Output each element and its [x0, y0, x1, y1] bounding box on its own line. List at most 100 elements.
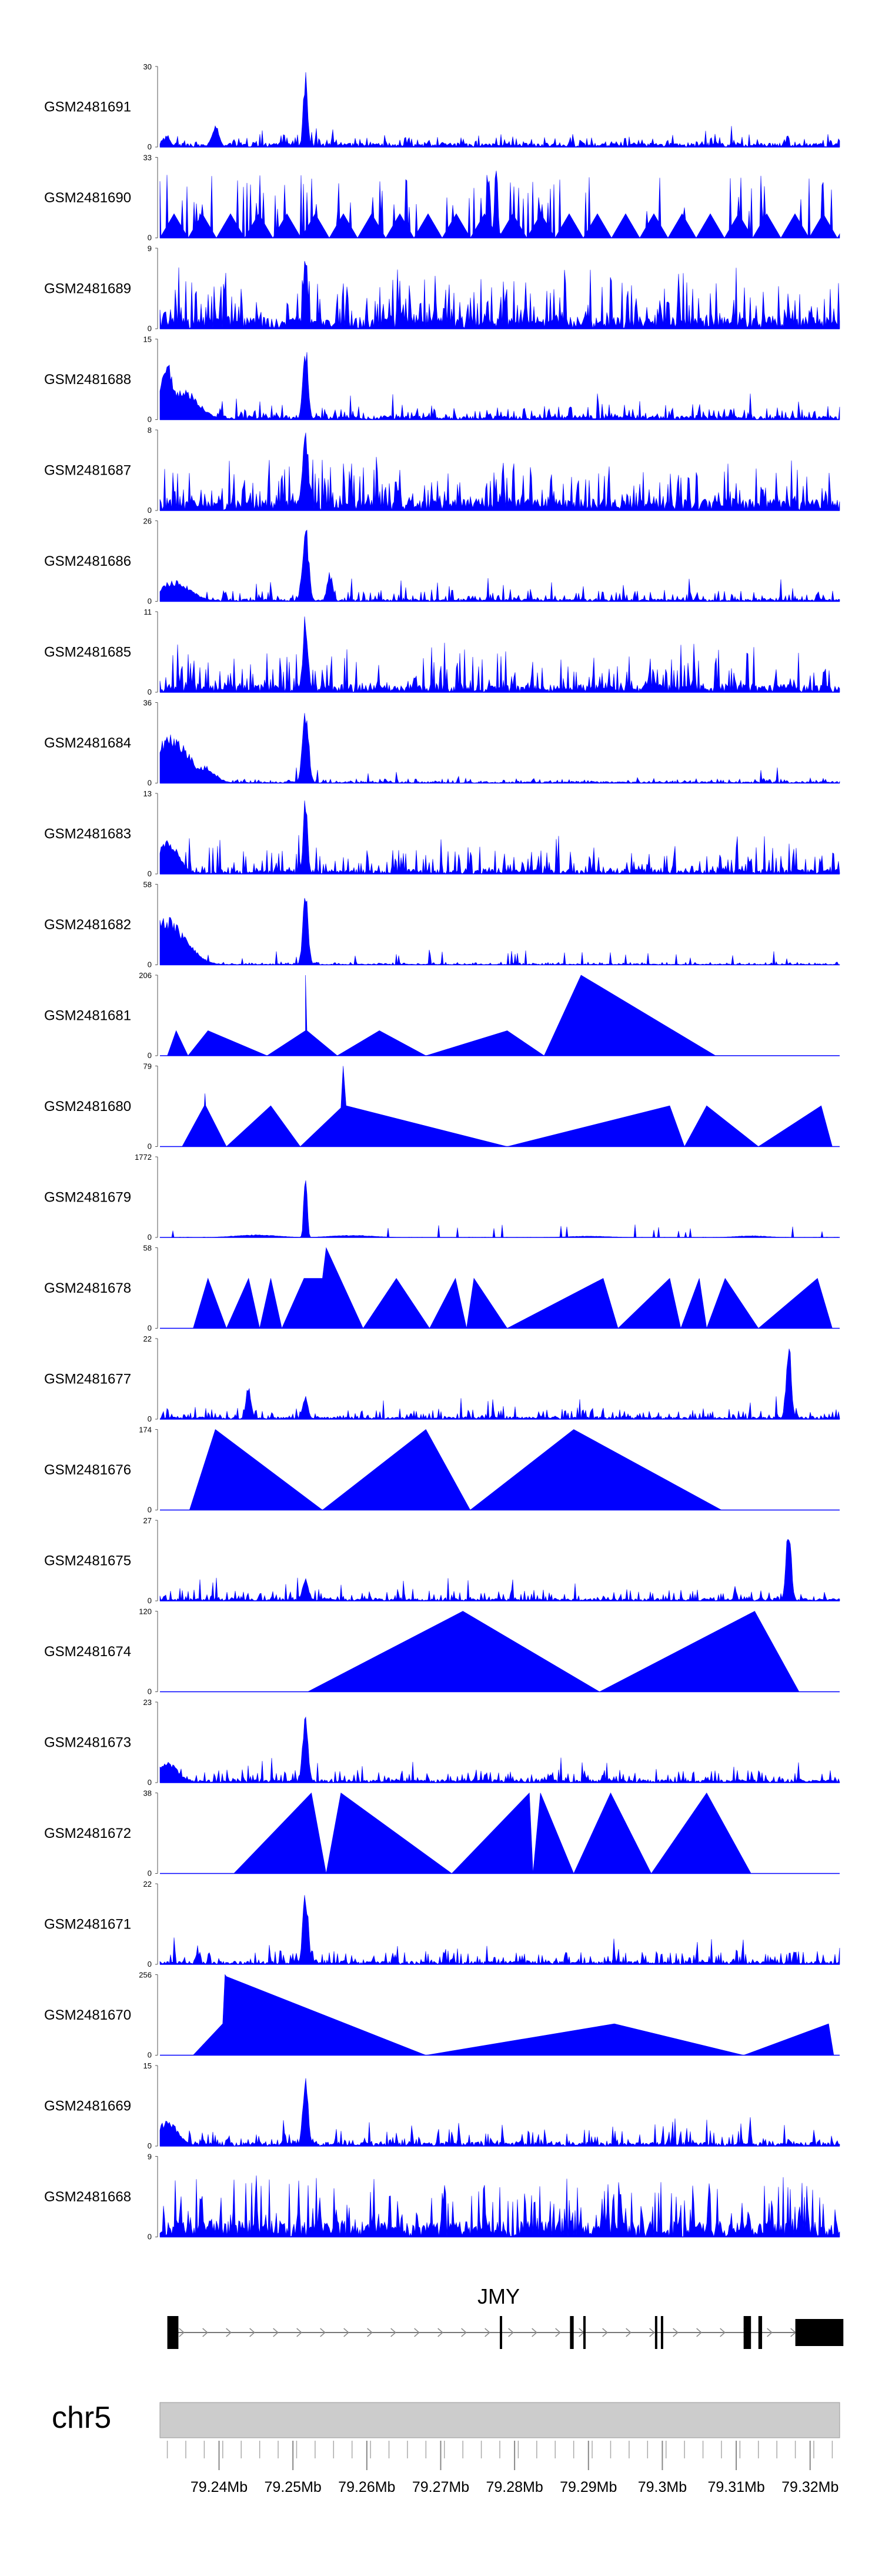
y-tick-label-zero: 0 [148, 869, 152, 878]
strand-arrow [720, 2328, 726, 2337]
strand-arrow [461, 2328, 467, 2337]
y-tick-label-zero: 0 [148, 142, 152, 151]
track-GSM2481688: GSM2481688 15 0 [44, 335, 840, 424]
exon [167, 2316, 179, 2349]
coverage-area [159, 352, 840, 421]
x-tick-label: 79.24Mb [191, 2479, 248, 2495]
y-tick-label-max: 22 [143, 1334, 152, 1343]
y-tick-label-max: 58 [143, 1244, 152, 1253]
coverage-area [167, 975, 716, 1056]
y-tick-label-max: 8 [148, 426, 152, 435]
track-label: GSM2481674 [44, 1644, 131, 1660]
track-GSM2481669: GSM2481669 15 0 [44, 2061, 840, 2150]
track-label: GSM2481687 [44, 463, 131, 479]
track-label: GSM2481680 [44, 1099, 131, 1115]
y-tick-label-zero: 0 [148, 1324, 152, 1333]
track-GSM2481683: GSM2481683 13 0 [44, 789, 840, 878]
x-tick-label: 79.31Mb [707, 2479, 764, 2495]
y-tick-label-max: 79 [143, 1062, 152, 1071]
track-label: GSM2481685 [44, 645, 131, 660]
track-label: GSM2481675 [44, 1553, 131, 1569]
coverage-area [192, 1974, 834, 2056]
y-tick-label-max: 15 [143, 335, 152, 344]
strand-arrow [249, 2328, 255, 2337]
x-tick-label: 79.27Mb [412, 2479, 469, 2495]
coverage-area [159, 1349, 840, 1420]
strand-arrow [296, 2328, 302, 2337]
track-label: GSM2481688 [44, 372, 131, 388]
track-GSM2481678: GSM2481678 58 0 [44, 1244, 840, 1333]
y-tick-label-zero: 0 [148, 415, 152, 424]
track-GSM2481690: GSM2481690 33 0 [44, 154, 840, 242]
strand-arrow [649, 2328, 655, 2337]
coverage-area [159, 1716, 840, 1784]
x-tick-label: 79.28Mb [486, 2479, 543, 2495]
coverage-area [308, 1611, 800, 1692]
y-tick-label-zero: 0 [148, 1506, 152, 1514]
y-tick-label-max: 15 [143, 2061, 152, 2070]
exon [654, 2316, 657, 2349]
y-tick-label-zero: 0 [148, 1051, 152, 1060]
y-tick-label-zero: 0 [148, 233, 152, 242]
y-tick-label-max: 174 [139, 1426, 152, 1434]
strand-arrow [343, 2328, 349, 2337]
coverage-area [159, 1180, 840, 1238]
coverage-area [159, 800, 840, 875]
exon [500, 2316, 502, 2349]
y-tick-label-zero: 0 [148, 506, 152, 515]
coverage-area [159, 1539, 840, 1601]
track-GSM2481676: GSM2481676 174 0 [44, 1426, 840, 1514]
exon [795, 2319, 844, 2346]
strand-arrow [673, 2328, 679, 2337]
track-label: GSM2481684 [44, 735, 131, 751]
y-tick-label-zero: 0 [148, 1778, 152, 1787]
track-GSM2481685: GSM2481685 11 0 [44, 608, 840, 696]
y-tick-label-max: 11 [144, 608, 152, 616]
y-tick-label-zero: 0 [148, 1233, 152, 1242]
y-tick-label-max: 27 [143, 1516, 152, 1525]
track-label: GSM2481691 [44, 99, 131, 115]
track-GSM2481681: GSM2481681 206 0 [44, 971, 840, 1060]
x-tick-label: 79.26Mb [338, 2479, 395, 2495]
track-label: GSM2481670 [44, 2007, 131, 2023]
track-label: GSM2481677 [44, 1372, 131, 1387]
x-tick-label: 79.29Mb [560, 2479, 617, 2495]
y-tick-label-zero: 0 [148, 2141, 152, 2150]
coverage-area [159, 897, 840, 965]
y-tick-label-max: 23 [143, 1698, 152, 1707]
track-label: GSM2481686 [44, 553, 131, 569]
y-tick-label-zero: 0 [148, 1869, 152, 1878]
strand-arrow [390, 2328, 396, 2337]
track-label: GSM2481669 [44, 2098, 131, 2114]
strand-arrow [696, 2328, 702, 2337]
track-label: GSM2481679 [44, 1190, 131, 1206]
track-GSM2481684: GSM2481684 36 0 [44, 699, 840, 788]
x-tick-label: 79.3Mb [638, 2479, 687, 2495]
track-label: GSM2481672 [44, 1826, 131, 1841]
y-tick-label-max: 13 [143, 789, 152, 798]
y-tick-label-zero: 0 [148, 2051, 152, 2060]
track-GSM2481672: GSM2481672 38 0 [44, 1789, 840, 1878]
chromosome-axis: chr5 79.24Mb 79.25Mb 79.26Mb 79.27Mb 79.28Mb… [52, 2401, 840, 2495]
x-tick-label: 79.25Mb [265, 2479, 322, 2495]
exon [570, 2316, 574, 2349]
y-tick-label-zero: 0 [148, 1960, 152, 1968]
gene-label: JMY [477, 2284, 520, 2308]
chromosome-band [159, 2402, 840, 2438]
y-tick-label-max: 58 [143, 880, 152, 889]
track-GSM2481671: GSM2481671 22 0 [44, 1880, 840, 1968]
y-tick-label-max: 120 [139, 1607, 152, 1616]
exon [583, 2316, 586, 2349]
y-tick-label-max: 22 [143, 1880, 152, 1888]
exon [758, 2316, 763, 2349]
exon [660, 2316, 663, 2349]
coverage-area [159, 2175, 840, 2238]
track-GSM2481691: GSM2481691 30 0 [44, 62, 840, 151]
coverage-area [189, 1429, 722, 1510]
strand-arrow [508, 2328, 514, 2337]
gene-model-track: JMY [167, 2284, 844, 2349]
track-GSM2481677: GSM2481677 22 0 [44, 1334, 840, 1423]
track-label: GSM2481681 [44, 1008, 131, 1024]
strand-arrow [367, 2328, 373, 2337]
